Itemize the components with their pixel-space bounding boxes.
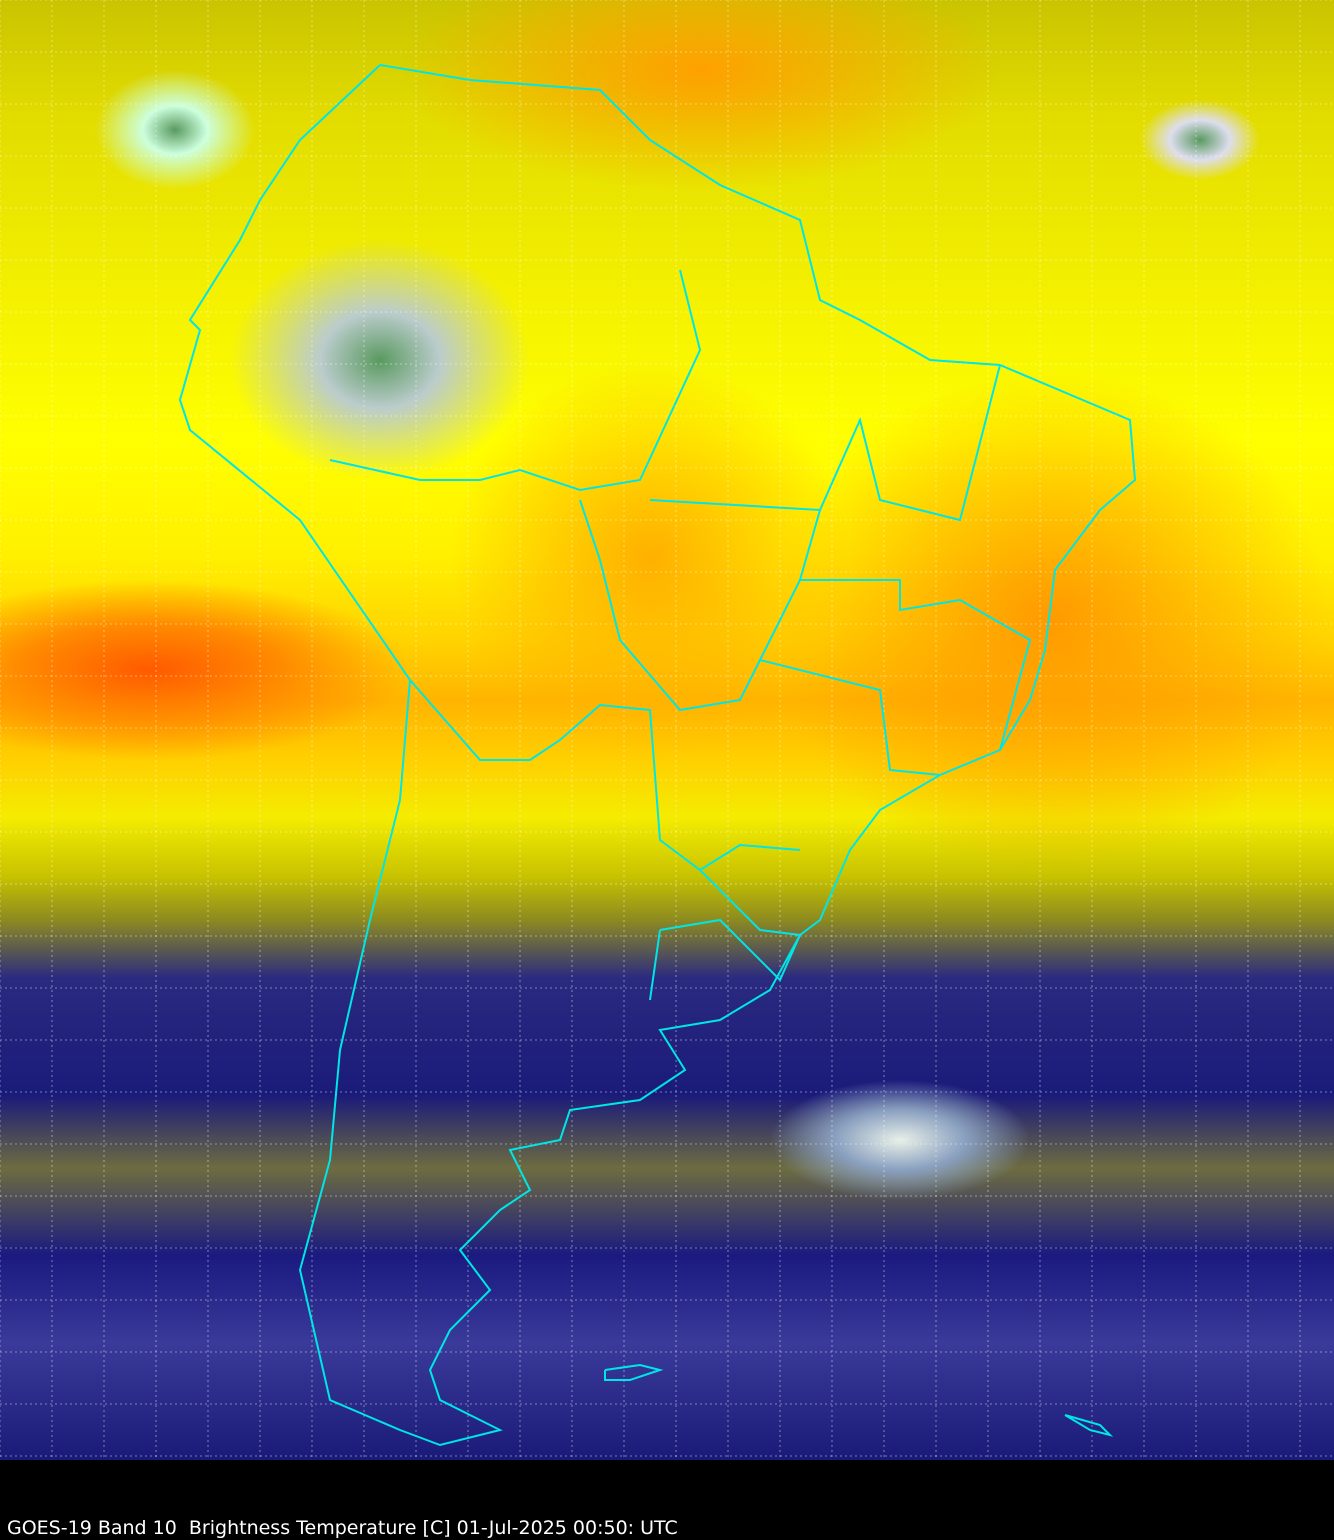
south-georgia <box>1064 1414 1114 1437</box>
border-line <box>329 269 702 492</box>
border-line <box>759 659 941 776</box>
south-america-coastline <box>178 64 1137 1447</box>
map-overlay <box>0 0 1334 1460</box>
lat-lon-grid <box>0 0 1334 1460</box>
border-line <box>579 499 821 712</box>
border-line <box>649 929 661 1001</box>
border-line <box>409 679 801 872</box>
border-line <box>800 579 1032 751</box>
image-caption: GOES-19 Band 10 Brightness Temperature [… <box>7 1517 678 1539</box>
border-line <box>649 364 1001 522</box>
country-borders <box>178 64 1137 1447</box>
border-line <box>659 869 802 982</box>
falklands <box>604 1363 664 1381</box>
satellite-image <box>0 0 1334 1460</box>
